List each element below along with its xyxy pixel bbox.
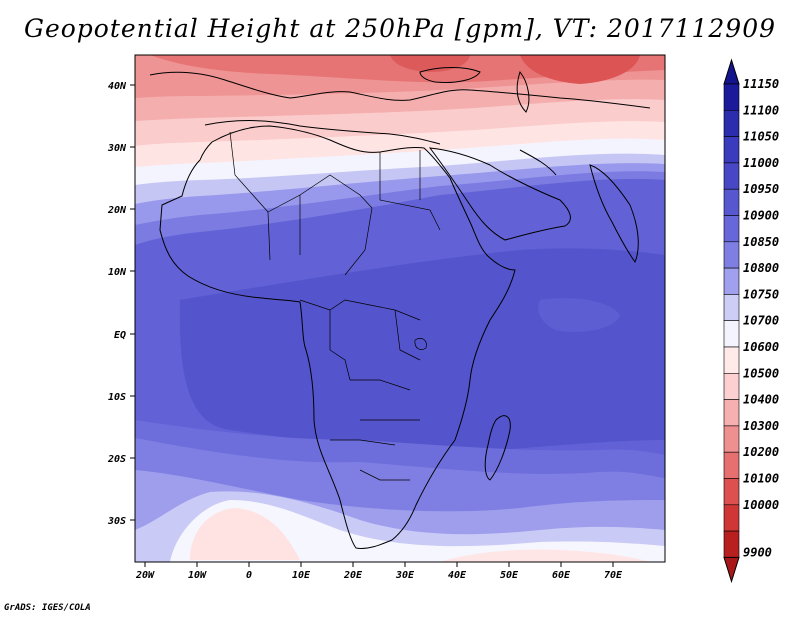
- lat-label: EQ: [114, 330, 126, 341]
- colorbar-label: 10300: [743, 419, 779, 433]
- lat-label: 20N: [107, 205, 127, 216]
- lon-label: 40E: [448, 570, 467, 581]
- band-10700-south: [170, 500, 665, 562]
- colorbar-swatch: [723, 136, 740, 164]
- lon-label: 50E: [500, 570, 519, 581]
- lon-label: 20E: [343, 570, 363, 581]
- lon-axis: 20W 10W 0 10E 20E 30E 40E 50E 60E 70E: [135, 562, 623, 581]
- colorbar-swatch: [723, 83, 740, 111]
- black-sea: [419, 67, 481, 83]
- colorbar-swatch: [723, 215, 740, 243]
- border-lines-central: [299, 299, 421, 481]
- colorbar-label: 10400: [743, 393, 779, 407]
- colorbar-swatch: [723, 162, 740, 190]
- colorbar-swatch: [723, 267, 740, 295]
- plot-frame: [134, 54, 666, 563]
- colorbar-label: 10600: [743, 340, 779, 354]
- colorbar-swatch: [723, 372, 740, 400]
- india: [589, 164, 639, 264]
- colorbar-label: 10000: [743, 498, 779, 512]
- colorbar-label: 10750: [743, 287, 779, 301]
- colorbar-label: 11000: [743, 156, 779, 170]
- chart-title: Geopotential Height at 250hPa [gpm], VT:…: [23, 14, 777, 43]
- colorbar-swatch: [723, 110, 740, 137]
- lat-label: 10N: [108, 267, 127, 278]
- colorbar-label: 10500: [743, 366, 779, 380]
- colorbar-swatch: [723, 504, 740, 532]
- colorbar-swatch: [723, 425, 740, 453]
- lat-label: 20S: [107, 454, 126, 465]
- colorbar-label: 10850: [743, 235, 779, 249]
- lake-victoria: [414, 338, 427, 350]
- lon-label: 70E: [604, 570, 623, 581]
- colorbar-swatch: [723, 451, 740, 479]
- colorbar-swatch: [723, 530, 740, 558]
- credit-text: GrADS: IGES/COLA: [4, 603, 91, 613]
- lat-label: 30N: [107, 143, 127, 154]
- colorbar-swatch: [723, 294, 740, 321]
- colorbar-swatch: [723, 478, 740, 506]
- colorbar-swatch: [723, 346, 740, 374]
- lon-label: 20W: [135, 570, 155, 581]
- colorbar-label: 11050: [743, 130, 779, 144]
- lon-label: 60E: [552, 570, 571, 581]
- height-field: [135, 55, 665, 562]
- band-10600-south: [190, 508, 300, 560]
- caspian-sea: [516, 70, 530, 113]
- lat-label: 40N: [108, 81, 127, 92]
- colorbar-label: 10900: [743, 209, 779, 223]
- border-lines-north: [229, 131, 441, 276]
- colorbar-label: 10950: [743, 182, 779, 196]
- colorbar-swatch: [723, 320, 740, 348]
- colorbar-swatch: [723, 188, 740, 216]
- band-10600-se: [440, 549, 650, 562]
- colorbar-label: 10800: [743, 261, 779, 275]
- colorbar-label: 10200: [743, 445, 779, 459]
- persian-gulf: [519, 149, 557, 176]
- band-10100-east: [520, 55, 640, 84]
- mediterranean-south: [204, 120, 441, 145]
- europe-coast: [149, 71, 651, 109]
- colorbar-label: 9900: [743, 545, 772, 559]
- lat-axis: 40N 30N 20N 10N EQ 10S 20S 30S: [107, 81, 135, 527]
- colorbar-label: 11150: [743, 77, 779, 91]
- colorbar-label: 10100: [743, 472, 779, 486]
- colorbar: 11150 11100 11050 11000 10950 10900 10850 10800…: [723, 58, 779, 584]
- colorbar-label: 10700: [743, 314, 779, 328]
- colorbar-top-arrow: [723, 58, 740, 85]
- lat-label: 30S: [107, 516, 126, 527]
- red-sea-arabia: [428, 147, 571, 241]
- lon-label: 10W: [188, 570, 207, 581]
- colorbar-label: 11100: [743, 103, 779, 117]
- colorbar-swatch: [723, 399, 740, 427]
- colorbar-bottom-arrow: [723, 556, 740, 584]
- lat-label: 10S: [108, 392, 126, 403]
- borders: [229, 131, 441, 481]
- colorbar-swatch: [723, 241, 740, 269]
- lon-label: 10E: [292, 570, 311, 581]
- band-10950-ocean: [538, 298, 620, 332]
- madagascar: [484, 415, 511, 481]
- lon-label: 30E: [395, 570, 415, 581]
- lon-label: 0: [246, 570, 252, 581]
